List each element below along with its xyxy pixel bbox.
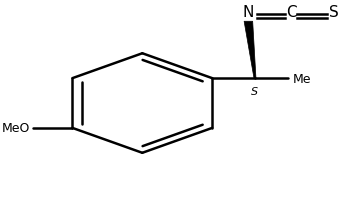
Text: Me: Me <box>293 72 311 85</box>
Text: MeO: MeO <box>1 122 30 135</box>
Text: N: N <box>243 5 254 20</box>
Text: C: C <box>286 5 296 20</box>
Text: S: S <box>251 87 258 97</box>
Polygon shape <box>244 22 256 79</box>
Text: S: S <box>329 5 339 20</box>
